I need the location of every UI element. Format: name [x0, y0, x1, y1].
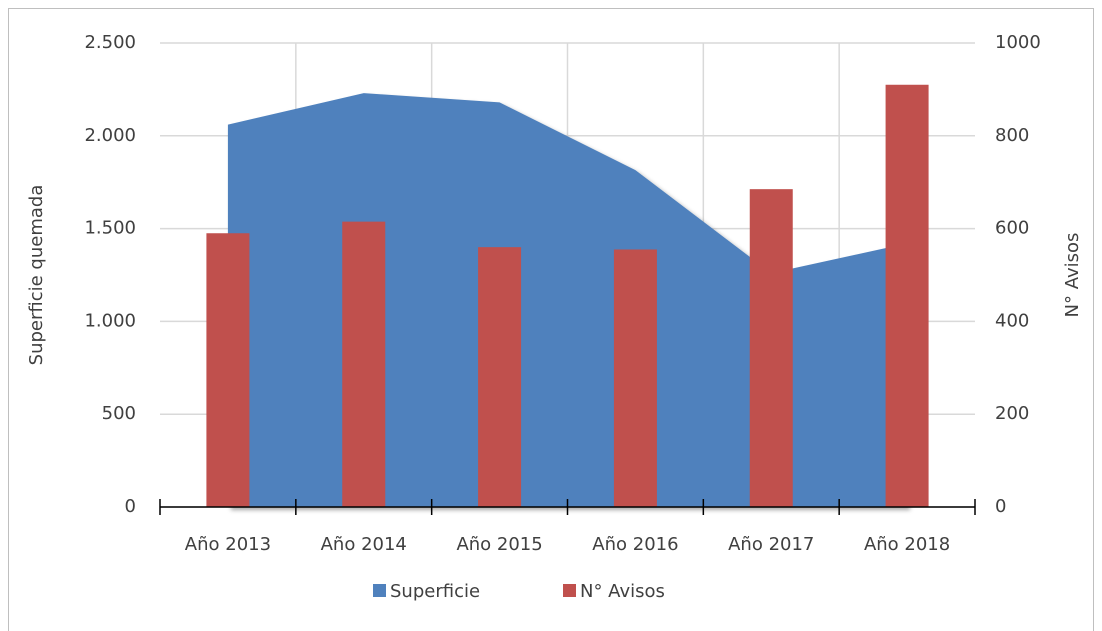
bar: [206, 233, 250, 508]
y-tick-label: 2.000: [84, 125, 136, 146]
x-tick-label: Año 2015: [456, 534, 542, 555]
y2-tick-label: 400: [995, 310, 1029, 331]
legend-swatch: [563, 584, 576, 597]
y2-tick-label: 800: [995, 125, 1029, 146]
y2-tick-label: 1000: [995, 32, 1041, 53]
x-tick-label: Año 2017: [728, 534, 814, 555]
bar: [342, 221, 386, 507]
y-tick-label: 2.500: [84, 32, 136, 53]
area: [227, 93, 908, 507]
x-tick-label: Año 2013: [185, 534, 271, 555]
y2-tick-label: 0: [995, 496, 1006, 517]
y-tick-label: 1.000: [84, 310, 136, 331]
bar: [885, 84, 929, 507]
y-tick-label: 1.500: [84, 218, 136, 239]
x-tick-label: Año 2014: [321, 534, 407, 555]
y-axis-label: Superficie quemada: [26, 185, 47, 366]
y-tick-label: 0: [125, 496, 136, 517]
legend-label: Superficie: [390, 581, 480, 602]
y2-tick-label: 600: [995, 218, 1029, 239]
legend-label: N° Avisos: [580, 581, 665, 602]
x-tick-label: Año 2016: [592, 534, 678, 555]
x-tick-label: Año 2018: [864, 534, 950, 555]
y-tick-label: 500: [102, 403, 136, 424]
y2-axis-label: N° Avisos: [1062, 233, 1083, 318]
bar: [749, 189, 793, 507]
y2-tick-label: 200: [995, 403, 1029, 424]
bar: [613, 249, 657, 508]
bar: [478, 247, 522, 507]
legend-swatch: [373, 584, 386, 597]
